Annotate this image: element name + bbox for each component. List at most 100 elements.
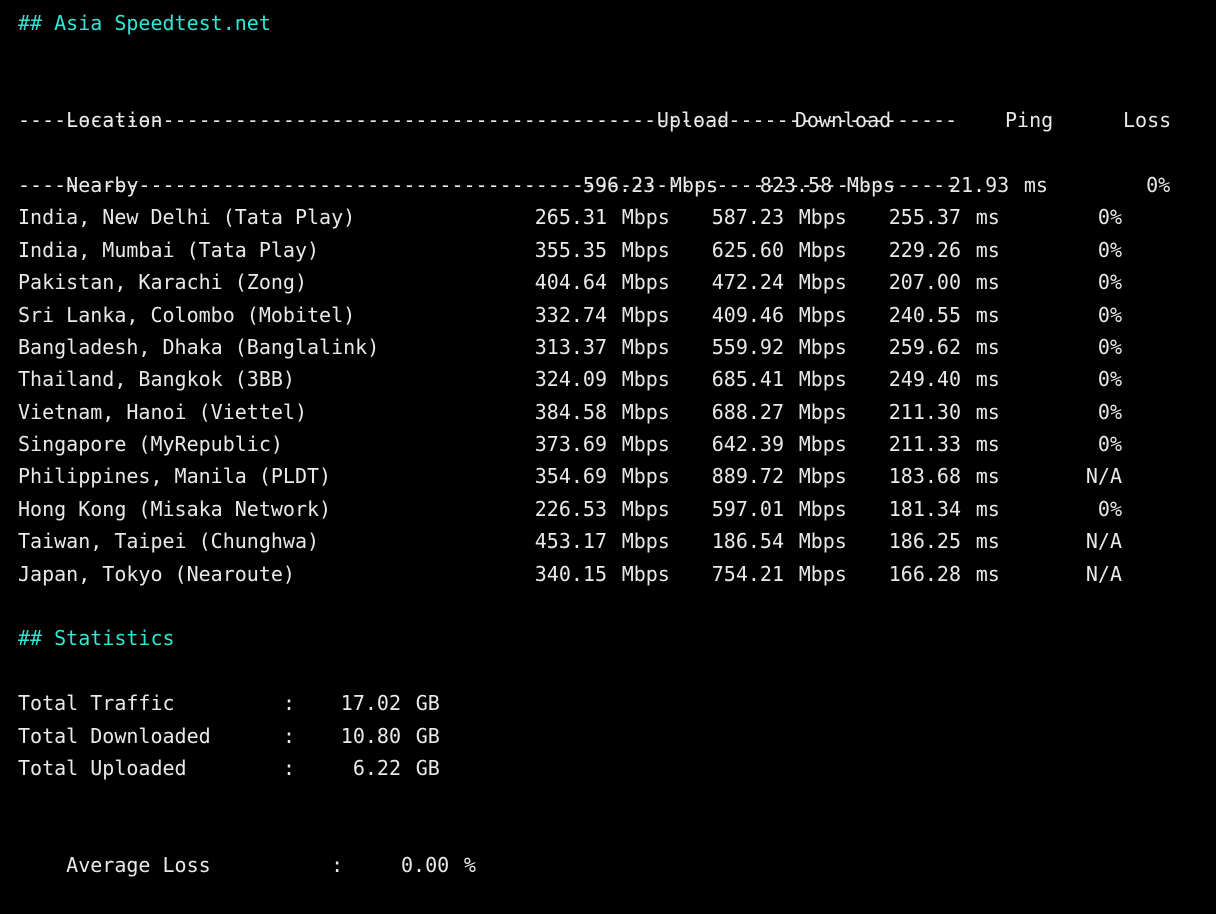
table-row: Pakistan, Karachi (Zong) 404.64 Mbps 472.24… [18,266,1216,298]
column-header-location: Location [66,108,163,133]
row-upload-value: 265.31 [534,205,607,230]
terminal-output: ## Asia Speedtest.net Location Upload Down… [18,11,1216,877]
row-upload-value: 596.23 [582,172,656,197]
stat-label: Average Loss [66,853,211,878]
row-ping-value: 183.68 [888,464,961,489]
row-download-unit: Mbps [798,334,847,359]
row-upload-unit: Mbps [621,399,670,424]
row-download-value: 409.46 [711,302,784,327]
row-upload-unit: Mbps [621,464,670,489]
row-loss-value: N/A [1085,561,1122,586]
spacer-line [18,590,1216,622]
table-row: Vietnam, Hanoi (Viettel) 384.58 Mbps 688.27… [18,396,1216,428]
row-download-value: 685.41 [711,367,784,392]
row-loss-value: N/A [1085,529,1122,554]
table-row: Thailand, Bangkok (3BB) 324.09 Mbps 685.41 M… [18,363,1216,395]
row-download-unit: Mbps [798,496,847,521]
statistics-section-title: ## Statistics [18,626,175,651]
table-row: Japan, Tokyo (Nearoute) 340.15 Mbps 754.21 M… [18,558,1216,590]
row-location: India, Mumbai (Tata Play) [18,237,320,262]
row-location: Philippines, Manila (PLDT) [18,464,332,489]
row-location: Japan, Tokyo (Nearoute) [18,561,295,586]
row-loss-value: 0% [1097,205,1122,230]
table-row: Philippines, Manila (PLDT) 354.69 Mbps 889.… [18,460,1216,492]
column-header-download: Download [794,108,892,133]
stat-value: 6.22 [352,755,401,780]
column-header-upload: Upload [656,108,730,133]
row-download-unit: Mbps [798,561,847,586]
row-ping-value: 166.28 [888,561,961,586]
row-ping-unit: ms [975,367,1000,392]
row-location: Vietnam, Hanoi (Viettel) [18,399,307,424]
row-upload-value: 373.69 [534,432,607,457]
row-ping-unit: ms [975,496,1000,521]
statistics-items: Total Traffic: 17.02 GB Total Downloaded: 10… [18,687,1216,784]
row-download-value: 889.72 [711,464,784,489]
row-loss-value: 0% [1097,399,1122,424]
row-upload-unit: Mbps [621,237,670,262]
row-ping-unit: ms [1023,172,1048,197]
stat-colon: : [283,755,296,780]
row-ping-unit: ms [975,270,1000,295]
row-download-value: 642.39 [711,432,784,457]
row-download-unit: Mbps [798,367,847,392]
spacer-line [18,39,1216,71]
row-ping-value: 21.93 [948,172,1010,197]
row-loss-value: 0% [1097,270,1122,295]
statistics-row: Total Uploaded: 6.22 GB [18,752,1216,784]
row-loss-value: N/A [1085,464,1122,489]
stat-colon: : [283,723,296,748]
column-header-loss: Loss [1123,108,1172,133]
stat-label: Total Downloaded [18,723,211,748]
stat-label: Total Traffic [18,691,175,716]
row-location: Bangladesh, Dhaka (Banglalink) [18,334,380,359]
row-upload-value: 324.09 [534,367,607,392]
row-ping-unit: ms [975,432,1000,457]
row-loss-value: 0% [1097,432,1122,457]
column-header-ping: Ping [1005,108,1054,133]
table-row: India, New Delhi (Tata Play) 265.31 Mbps 58… [18,201,1216,233]
spacer-line [18,784,1216,816]
row-download-unit: Mbps [798,302,847,327]
row-download-value: 597.01 [711,496,784,521]
row-upload-value: 404.64 [534,270,607,295]
row-download-value: 754.21 [711,561,784,586]
statistics-row: Total Traffic: 17.02 GB [18,687,1216,719]
stat-unit: GB [415,723,440,748]
row-download-value: 688.27 [711,399,784,424]
row-location: Sri Lanka, Colombo (Mobitel) [18,302,356,327]
row-download-value: 587.23 [711,205,784,230]
stat-colon: : [331,853,344,878]
speedtest-rows: India, New Delhi (Tata Play) 265.31 Mbps 58… [18,201,1216,590]
stat-unit: % [463,853,476,878]
row-location: Hong Kong (Misaka Network) [18,496,332,521]
row-ping-unit: ms [975,561,1000,586]
table-row: Sri Lanka, Colombo (Mobitel) 332.74 Mbps 40… [18,299,1216,331]
row-location: India, New Delhi (Tata Play) [18,205,356,230]
row-ping-unit: ms [975,529,1000,554]
stat-value: 0.00 [401,853,450,878]
row-upload-value: 355.35 [534,237,607,262]
stat-value: 10.80 [340,723,401,748]
row-upload-unit: Mbps [621,367,670,392]
row-ping-value: 255.37 [888,205,961,230]
row-download-value: 559.92 [711,334,784,359]
stat-unit: GB [415,691,440,716]
separator-line-bottom: ----------------------------------------… [18,172,958,197]
row-upload-unit: Mbps [621,302,670,327]
table-row-nearby: Nearby 596.23 Mbps 823.58 Mbps 21.93 ms 0% [18,137,1216,197]
row-upload-unit: Mbps [621,561,670,586]
row-upload-value: 340.15 [534,561,607,586]
spacer-line [18,655,1216,687]
row-location: Nearby [66,172,139,197]
row-loss-value: 0% [1097,237,1122,262]
row-download-unit: Mbps [798,205,847,230]
row-upload-unit: Mbps [621,432,670,457]
row-upload-value: 332.74 [534,302,607,327]
row-ping-unit: ms [975,464,1000,489]
row-ping-value: 259.62 [888,334,961,359]
row-location: Taiwan, Taipei (Chunghwa) [18,529,320,554]
speedtest-section-title: ## Asia Speedtest.net [18,11,271,35]
row-download-value: 472.24 [711,270,784,295]
table-row: Singapore (MyRepublic) 373.69 Mbps 642.39 Mb… [18,428,1216,460]
